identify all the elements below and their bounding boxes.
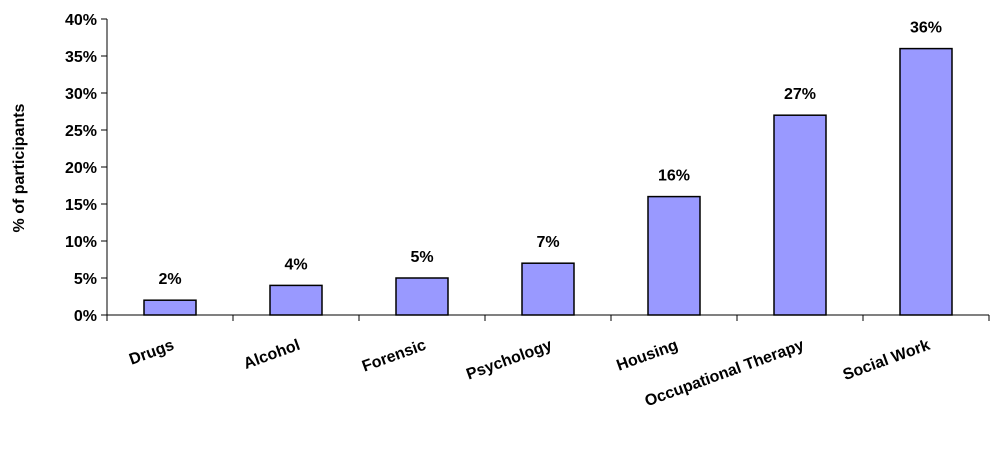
category-label: Alcohol [241,337,302,373]
bar-alcohol [269,284,323,316]
category-label: Forensic [360,337,429,376]
data-label: 16% [658,168,690,185]
y-tick-label: 0% [74,308,97,325]
y-tick-label: 30% [65,86,97,103]
y-axis-title: % of participants [11,103,28,232]
data-label: 4% [284,256,307,273]
data-label: 36% [910,20,942,37]
bar-forensic [395,277,449,316]
category-label: Housing [614,337,680,375]
data-label: 27% [784,86,816,103]
data-label: 5% [410,249,433,266]
data-label: 2% [158,271,181,288]
bar-social-work [899,47,953,316]
category-labels: Drugs Alcohol Forensic Psychology HousingOcc… [127,337,932,410]
y-tick-label: 25% [65,123,97,140]
y-tick-label: 35% [65,49,97,66]
y-tick-label: 5% [74,271,97,288]
y-tick-label: 15% [65,197,97,214]
bars [143,47,953,316]
category-label: Social Work [841,337,933,384]
bar-psychology [521,262,575,316]
category-label: Drugs [127,337,176,369]
bar-occupational-therapy [773,114,827,316]
bar-drugs [143,299,197,316]
data-label: 7% [536,234,559,251]
bar-housing [647,195,701,316]
y-tick-label: 10% [65,234,97,251]
data-labels: 2% 4% 5% 7% 16% 27% 36% [158,20,942,289]
y-axis-ticks: 0% 5% 10% 15% 20% 25% 30% 35% 40% [65,12,990,325]
y-tick-label: 40% [65,12,97,29]
category-label: Psychology [464,337,554,384]
y-tick-label: 20% [65,160,97,177]
